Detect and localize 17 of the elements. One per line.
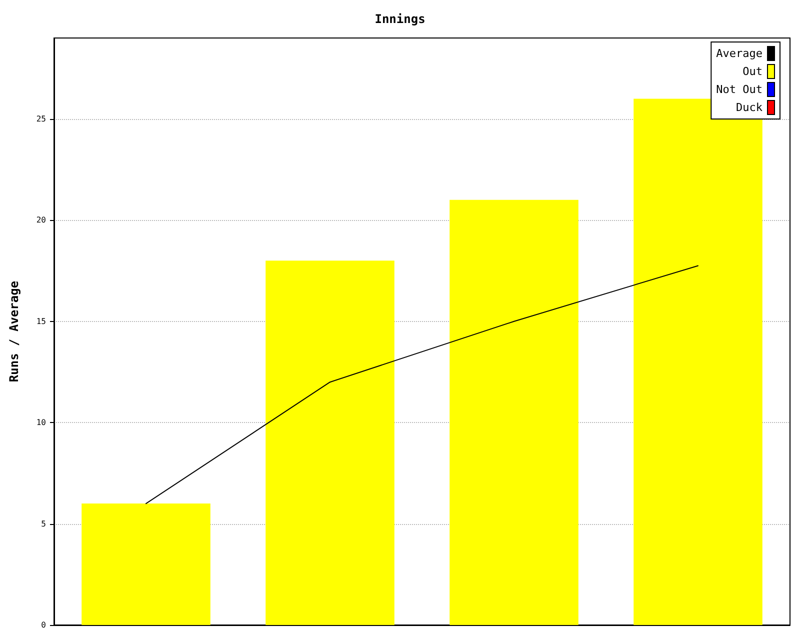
y-tick-label: 0 xyxy=(41,620,46,630)
chart-title: Innings xyxy=(374,12,426,26)
y-tick-label: 10 xyxy=(36,418,46,428)
y-axis-title: Runs / Average xyxy=(7,280,21,382)
bar xyxy=(634,98,762,625)
y-tick-label: 20 xyxy=(36,216,46,225)
legend-label: Average xyxy=(716,47,762,60)
y-tick-label: 25 xyxy=(36,114,46,124)
bar xyxy=(82,504,210,625)
bar xyxy=(266,260,394,625)
legend-label: Out xyxy=(742,65,762,78)
bar xyxy=(450,200,578,625)
y-tick-label: 5 xyxy=(41,519,46,528)
y-tick-label: 15 xyxy=(36,316,46,326)
legend-label: Duck xyxy=(736,101,763,114)
legend-label: Not Out xyxy=(716,83,762,96)
line-series xyxy=(146,265,698,504)
